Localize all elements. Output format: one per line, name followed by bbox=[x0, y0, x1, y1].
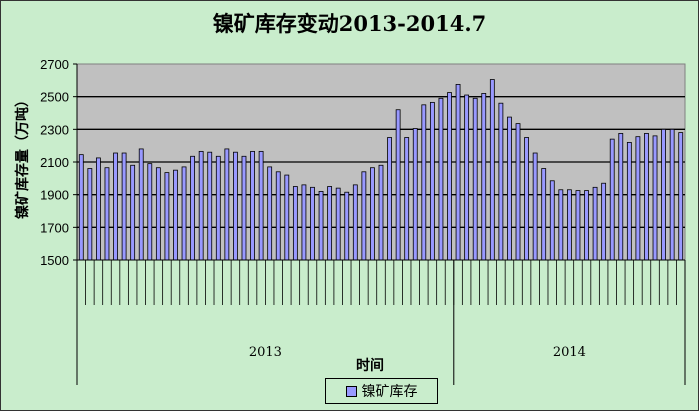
bar bbox=[250, 150, 255, 261]
bar bbox=[635, 136, 641, 261]
bar bbox=[524, 137, 529, 261]
bar bbox=[558, 189, 564, 261]
bar bbox=[87, 168, 93, 261]
bar bbox=[147, 163, 153, 261]
bar bbox=[121, 152, 127, 261]
bar bbox=[335, 187, 341, 261]
bar bbox=[378, 164, 384, 261]
bar bbox=[233, 151, 238, 261]
bar bbox=[609, 138, 615, 261]
bar bbox=[78, 154, 84, 261]
bar bbox=[241, 155, 247, 261]
bar bbox=[310, 186, 315, 261]
bar bbox=[404, 137, 410, 261]
bar bbox=[301, 184, 307, 261]
bar bbox=[395, 109, 401, 261]
bar bbox=[447, 92, 452, 261]
bar bbox=[489, 79, 495, 261]
y-tick-label: 2100 bbox=[40, 155, 69, 170]
bar bbox=[549, 180, 555, 261]
bar bbox=[438, 97, 444, 261]
chart-title: 镍矿库存变动2013-2014.7 bbox=[212, 11, 487, 36]
bar bbox=[481, 93, 487, 261]
bar bbox=[652, 135, 658, 261]
y-tick-label: 2700 bbox=[40, 57, 69, 72]
bar bbox=[181, 166, 187, 261]
bar bbox=[592, 186, 598, 261]
bar bbox=[541, 168, 547, 261]
bar bbox=[190, 155, 196, 261]
bar bbox=[498, 102, 504, 261]
bar bbox=[344, 191, 350, 261]
bar bbox=[412, 128, 418, 261]
bar bbox=[669, 128, 675, 261]
bar bbox=[155, 167, 161, 261]
bar bbox=[601, 182, 607, 261]
group-label: 2014 bbox=[553, 345, 586, 360]
bar bbox=[626, 141, 632, 261]
bar bbox=[113, 152, 118, 261]
bar bbox=[96, 157, 101, 261]
bar bbox=[566, 189, 572, 261]
bar bbox=[292, 186, 298, 261]
group-label: 2013 bbox=[249, 345, 282, 360]
bar bbox=[258, 150, 264, 261]
bar bbox=[370, 167, 375, 261]
bar bbox=[215, 155, 221, 261]
bar bbox=[207, 151, 213, 261]
legend: 镍矿库存 bbox=[325, 378, 438, 404]
legend-swatch bbox=[345, 385, 357, 397]
bar bbox=[173, 169, 178, 261]
bar bbox=[618, 133, 624, 261]
bar bbox=[224, 148, 230, 261]
bar bbox=[429, 101, 435, 261]
y-tick-label: 1900 bbox=[40, 188, 69, 203]
bar bbox=[275, 171, 281, 261]
bar bbox=[515, 123, 521, 261]
bar bbox=[130, 164, 136, 261]
y-tick-label: 2500 bbox=[40, 90, 69, 105]
bar bbox=[661, 128, 666, 261]
bar bbox=[421, 104, 427, 261]
y-tick-label: 1700 bbox=[40, 220, 69, 235]
bar bbox=[318, 190, 324, 261]
bar bbox=[198, 150, 204, 261]
x-axis-label: 时间 bbox=[356, 358, 384, 374]
bar bbox=[507, 116, 512, 261]
bar bbox=[464, 94, 470, 261]
y-tick-label: 2300 bbox=[40, 122, 69, 137]
bar bbox=[352, 184, 358, 261]
y-tick-label: 1500 bbox=[40, 253, 69, 268]
bar bbox=[138, 148, 144, 261]
bar bbox=[267, 166, 273, 261]
bar bbox=[532, 152, 538, 261]
bar bbox=[361, 171, 367, 261]
bar bbox=[472, 97, 478, 261]
bar bbox=[387, 137, 392, 261]
bar bbox=[455, 84, 461, 261]
bar bbox=[284, 174, 290, 261]
bar bbox=[678, 132, 684, 261]
bar bbox=[644, 133, 649, 261]
bar bbox=[164, 172, 170, 261]
bar bbox=[104, 167, 110, 261]
bar bbox=[584, 190, 589, 261]
legend-label: 镍矿库存 bbox=[361, 384, 418, 400]
bar bbox=[327, 186, 333, 261]
bar bbox=[575, 190, 581, 261]
